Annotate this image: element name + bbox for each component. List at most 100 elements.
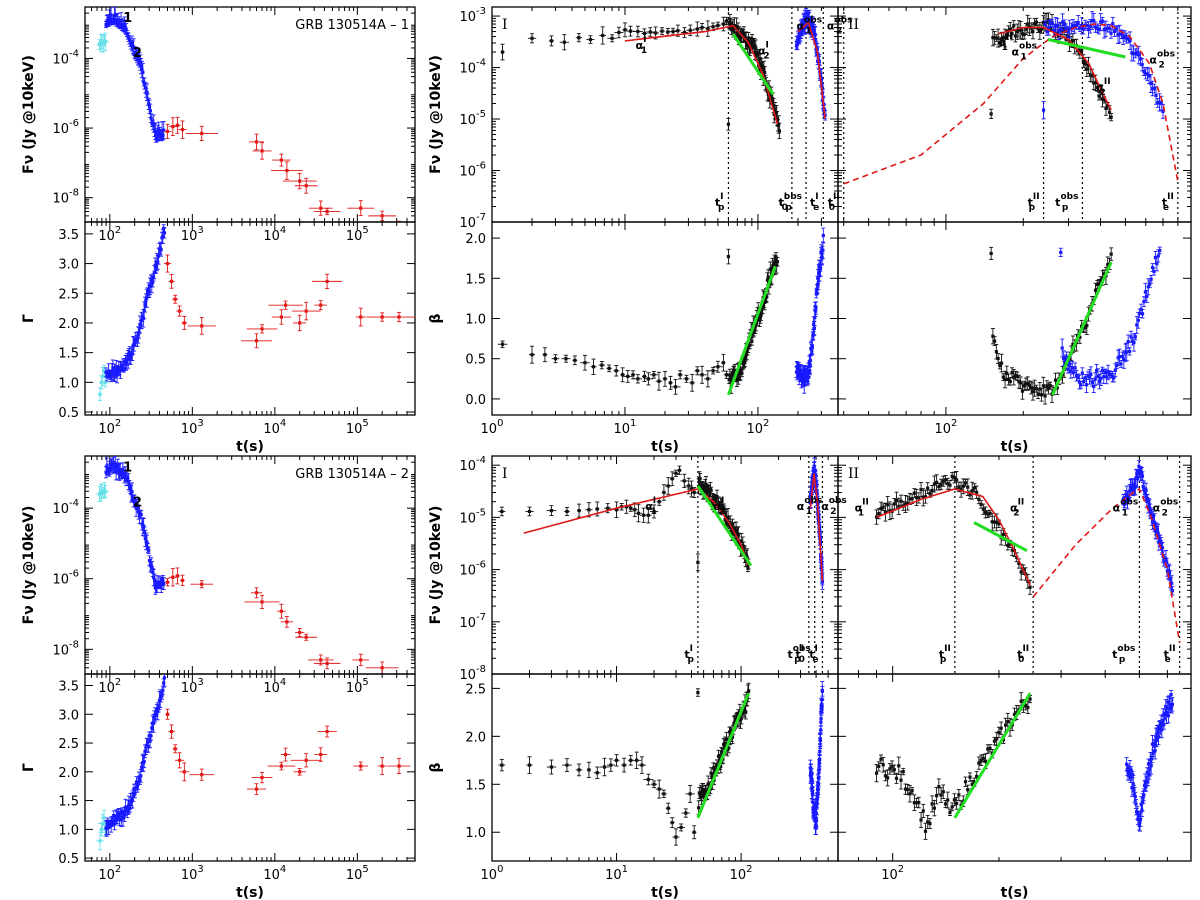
x-tick-label: 100 <box>481 864 504 883</box>
data-point <box>677 465 682 475</box>
data-point <box>572 355 578 366</box>
slope-label: αII 1 <box>855 497 869 518</box>
green-fit-line <box>973 521 1028 553</box>
data-point <box>614 501 619 519</box>
y-tick-label: 10-4 <box>459 455 486 474</box>
data-point <box>172 744 178 754</box>
data-point <box>1025 700 1030 714</box>
data-point <box>892 764 897 775</box>
x-tick-label: 102 <box>881 864 904 883</box>
data-point <box>115 809 120 822</box>
y-tick-label: 1.0 <box>465 826 486 841</box>
data-point <box>620 367 626 383</box>
data-point <box>967 772 972 782</box>
data-point <box>633 374 643 384</box>
data-point <box>1041 101 1046 120</box>
x-tick-label: 101 <box>614 418 637 437</box>
y-tick-label: 2.0 <box>465 232 486 247</box>
y-tick-label: 1.5 <box>58 347 79 362</box>
data-point <box>312 273 343 290</box>
data-point <box>925 814 930 829</box>
panel-G: 102 103 104 105 10-4 10-6 10-8 Fν (Jy @10keV) GR… <box>21 455 416 696</box>
x-tick-label: 103 <box>181 864 204 883</box>
data-point <box>168 724 175 739</box>
panel-title: GRB 130514A – 1 <box>295 18 409 33</box>
time-marker-label: tobs p <box>779 192 802 213</box>
data-point <box>813 301 818 315</box>
data-point <box>146 741 151 753</box>
data-point <box>282 172 317 190</box>
data-point <box>172 294 179 304</box>
data-point <box>907 785 912 803</box>
data-point <box>921 488 926 507</box>
time-marker-label: tI p <box>715 192 725 213</box>
data-point <box>649 504 659 519</box>
y-tick-label: 10-6 <box>459 161 486 180</box>
data-point <box>631 502 638 518</box>
x-tick-label: 104 <box>263 864 286 883</box>
data-point <box>96 831 104 851</box>
panel-E: II tII 0 tII p tobs p tII e αII 1 αobs 1 αII 2 αobs 2 <box>828 6 1192 223</box>
data-point <box>548 35 554 47</box>
data-point <box>606 758 615 772</box>
data-point <box>120 462 125 479</box>
data-point <box>1140 309 1145 319</box>
pulse-label: 1 <box>123 460 132 475</box>
data-point <box>252 142 272 160</box>
slope-label: αobs 1 <box>797 15 823 36</box>
red-model-line <box>523 488 750 566</box>
data-point <box>985 510 990 518</box>
data-point <box>527 33 537 44</box>
data-point <box>606 364 612 373</box>
y-tick-label: 3.0 <box>58 258 79 273</box>
panel-roman-label: II <box>848 17 859 33</box>
data-point <box>910 787 915 795</box>
data-point <box>939 478 944 490</box>
data-point <box>659 27 665 36</box>
data-point <box>912 794 917 811</box>
y-tick-label: 10-7 <box>459 612 486 631</box>
time-marker-label: tI e <box>809 644 818 665</box>
data-point <box>820 686 825 697</box>
data-point <box>277 603 286 619</box>
data-point <box>708 367 718 375</box>
data-point <box>1062 19 1067 30</box>
x-tick-label: 102 <box>730 864 753 883</box>
x-axis-label: t(s) <box>1001 439 1029 455</box>
data-point <box>148 731 153 741</box>
data-point <box>1153 727 1158 747</box>
plot-frame <box>491 455 839 675</box>
data-point <box>695 553 700 572</box>
data-point <box>1030 23 1035 40</box>
data-point <box>1036 389 1041 400</box>
data-point <box>542 347 548 363</box>
data-point <box>689 373 695 392</box>
x-tick-label: 102 <box>98 225 121 244</box>
y-axis-label: Γ <box>21 314 37 323</box>
data-point <box>643 372 654 386</box>
data-point <box>246 324 278 334</box>
y-axis-label: Fν (Jy @10keV) <box>428 506 444 625</box>
y-tick-label: 2.0 <box>58 766 79 781</box>
y-tick-label: 1.5 <box>58 795 79 810</box>
green-fit-line <box>696 485 753 567</box>
data-point <box>251 771 273 784</box>
data-point <box>887 501 892 521</box>
panel-F: 102 t(s) <box>837 221 1192 455</box>
data-point <box>999 353 1004 373</box>
x-tick-label: 104 <box>263 418 286 437</box>
time-marker-label: tII e <box>1164 644 1176 665</box>
data-point <box>241 333 273 349</box>
plot-frame <box>84 673 416 862</box>
data-point <box>101 32 110 51</box>
y-tick-label: 10-8 <box>459 664 486 683</box>
data-point <box>314 747 328 762</box>
data-point <box>821 227 826 244</box>
data-point <box>528 345 536 364</box>
x-axis-label: t(s) <box>651 439 679 455</box>
plot-frame <box>84 221 416 416</box>
data-point <box>632 751 642 769</box>
y-tick-label: 10-5 <box>459 507 486 526</box>
data-point <box>623 370 633 383</box>
data-point <box>1147 770 1152 780</box>
